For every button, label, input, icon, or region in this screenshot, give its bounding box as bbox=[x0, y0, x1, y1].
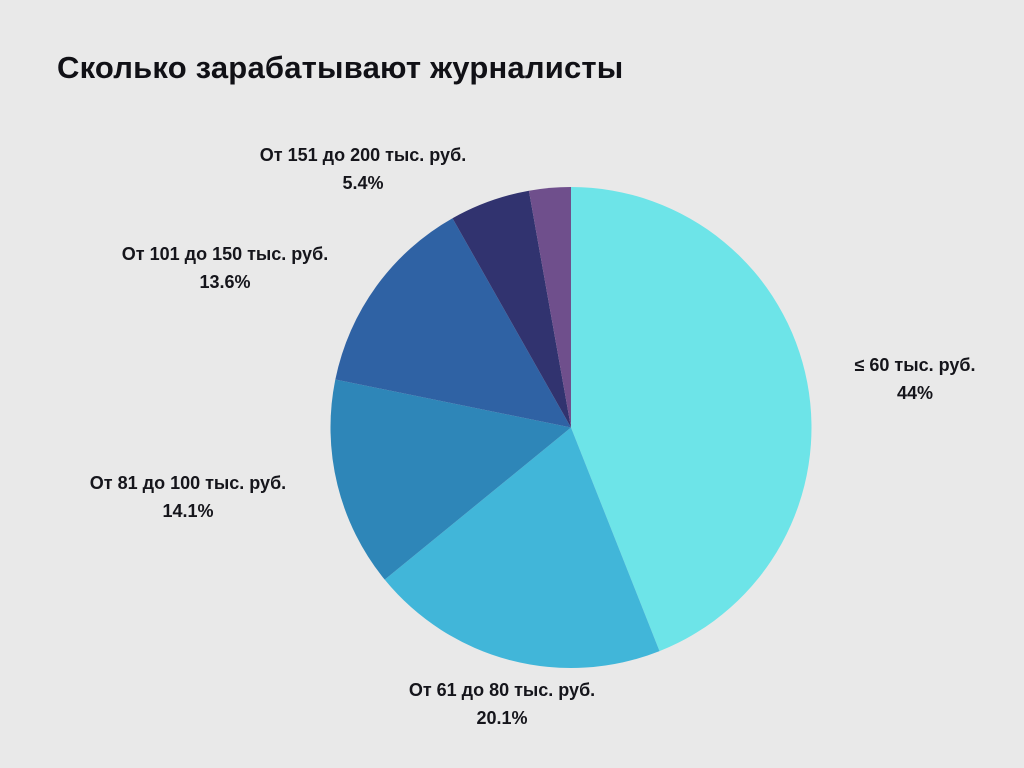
slice-percent-text: 14.1% bbox=[162, 501, 214, 521]
pie-slice-2 bbox=[330, 379, 571, 580]
slice-label-81-100: От 81 до 100 тыс. руб. 14.1% bbox=[90, 469, 286, 525]
pie-slice-3 bbox=[335, 218, 571, 428]
chart-title: Сколько зарабатывают журналисты bbox=[57, 50, 624, 85]
slice-percent-text: 20.1% bbox=[476, 708, 528, 728]
slice-label-101-150: От 101 до 150 тыс. руб. 13.6% bbox=[122, 240, 328, 296]
slice-label-le-60: ≤ 60 тыс. руб. 44% bbox=[855, 351, 976, 407]
slice-label-text: ≤ 60 тыс. руб. bbox=[854, 355, 976, 375]
slice-label-151-200: От 151 до 200 тыс. руб. 5.4% bbox=[260, 141, 466, 197]
slice-label-text: От 81 до 100 тыс. руб. bbox=[89, 473, 287, 493]
slice-label-text: От 101 до 150 тыс. руб. bbox=[121, 244, 329, 264]
slice-label-61-80: От 61 до 80 тыс. руб. 20.1% bbox=[409, 676, 595, 732]
pie-slice-0 bbox=[571, 187, 812, 652]
pie-slice-5 bbox=[528, 187, 571, 428]
slice-percent-text: 13.6% bbox=[199, 272, 251, 292]
slice-percent-text: 44% bbox=[896, 383, 934, 403]
slice-label-text: От 151 до 200 тыс. руб. bbox=[259, 145, 467, 165]
slice-percent-text: 5.4% bbox=[342, 173, 384, 193]
slice-label-text: От 61 до 80 тыс. руб. bbox=[408, 680, 596, 700]
pie-slice-1 bbox=[384, 427, 660, 668]
pie-slice-4 bbox=[452, 190, 571, 428]
